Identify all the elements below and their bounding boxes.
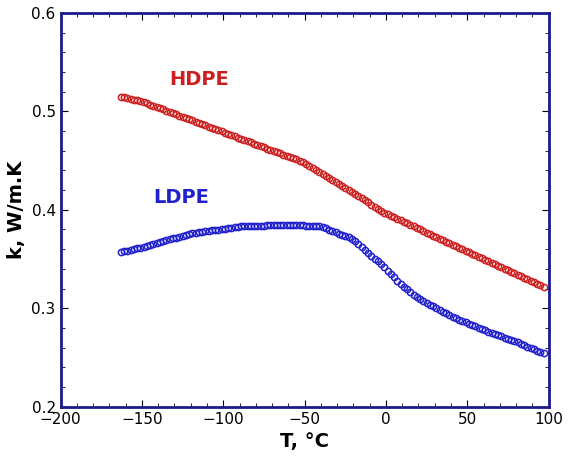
Text: HDPE: HDPE (170, 70, 229, 89)
X-axis label: T, °C: T, °C (280, 432, 329, 451)
Y-axis label: k, W/m.K: k, W/m.K (7, 161, 26, 259)
Text: LDPE: LDPE (153, 188, 209, 207)
